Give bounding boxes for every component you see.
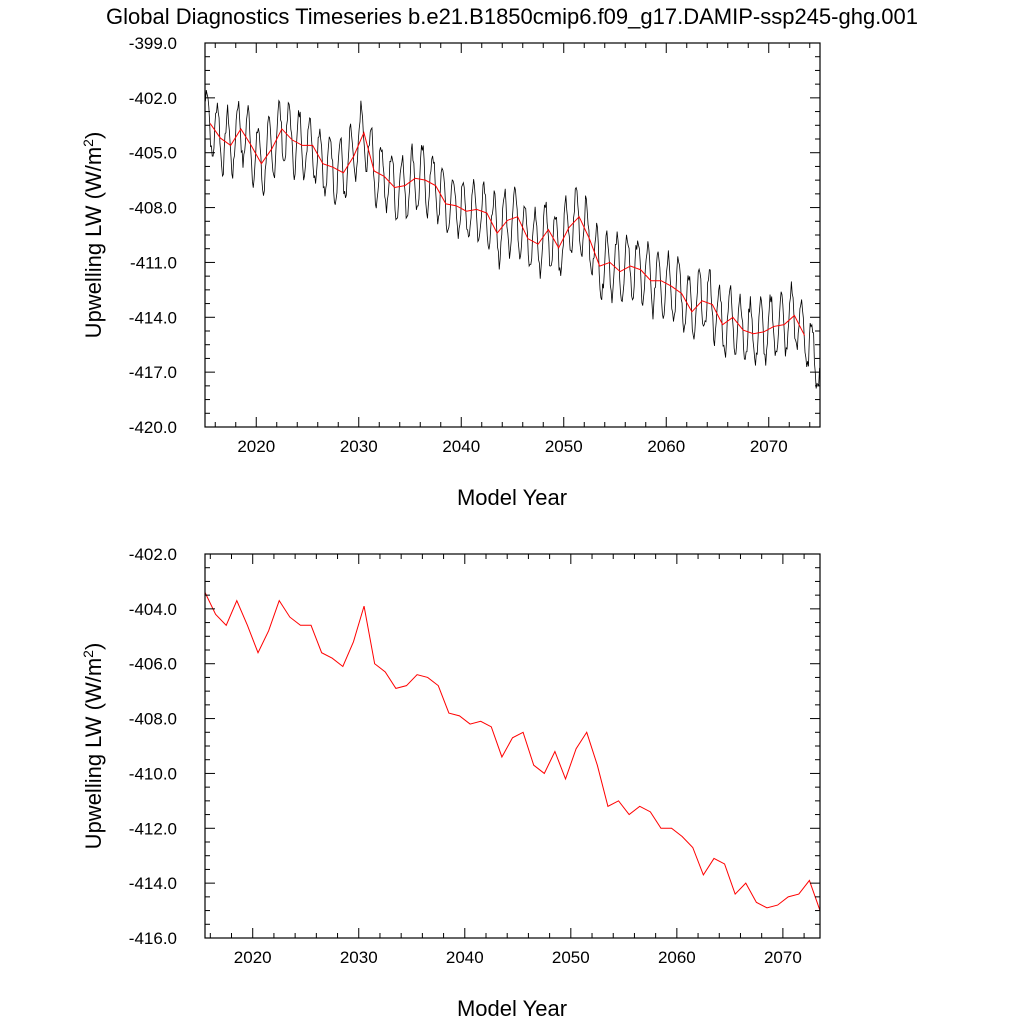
top-panel-marks [205,89,820,389]
top-x-tick-label: 2050 [545,437,583,456]
top-y-axis-title: Upwelling LW (W/m2) [80,132,106,339]
top-y-tick-label: -399.0 [129,34,177,53]
top-x-tick-label: 2070 [750,437,788,456]
top-panel-ticks: 2020 2030 2040 2050 2060 2070 -420.0 -417.0 -414… [129,34,820,456]
top-y-tick-label: -411.0 [130,253,177,272]
bottom-y-axis-title-end: ) [81,643,106,650]
bottom-x-axis-title: Model Year [457,996,567,1021]
bottom-y-tick-label: -402.0 [129,545,177,564]
top-x-tick-label: 2040 [442,437,480,456]
bottom-x-tick-label: 2070 [764,948,802,967]
bottom-panel: 2020 2030 2040 2050 2060 2070 -416.0 -414.0 -412… [80,545,821,1021]
bottom-x-tick-label: 2040 [446,948,484,967]
bottom-y-tick-label: -416.0 [129,929,177,948]
top-y-axis-title-end: ) [81,132,106,139]
bottom-annual-series-line [204,592,821,911]
monthly-series-line [205,89,820,389]
bottom-y-tick-label: -412.0 [129,819,177,838]
bottom-y-axis-title-main: Upwelling LW (W/m [81,658,106,850]
bottom-x-tick-label: 2050 [552,948,590,967]
top-plot-frame [204,42,821,428]
top-y-axis-title-main: Upwelling LW (W/m [81,147,106,339]
bottom-y-tick-label: -406.0 [129,655,177,674]
top-y-tick-label: -402.0 [129,89,177,108]
chart-title: Global Diagnostics Timeseries b.e21.B185… [106,4,918,29]
bottom-plot-frame [204,553,821,939]
top-y-tick-label: -408.0 [129,199,177,218]
top-y-tick-label: -414.0 [129,308,177,327]
top-x-axis-title: Model Year [457,485,567,510]
top-y-tick-label: -417.0 [129,363,177,382]
top-x-tick-label: 2060 [647,437,685,456]
top-x-tick-label: 2020 [237,437,275,456]
bottom-y-tick-label: -414.0 [129,874,177,893]
bottom-y-axis-title: Upwelling LW (W/m2) [80,643,106,850]
bottom-panel-marks [204,592,821,911]
bottom-x-tick-label: 2060 [658,948,696,967]
top-x-tick-label: 2030 [340,437,378,456]
top-annual-series-line [209,123,806,336]
bottom-x-tick-label: 2020 [234,948,272,967]
bottom-y-tick-label: -404.0 [129,600,177,619]
bottom-y-axis-title-sup: 2 [80,650,96,658]
top-panel: 2020 2030 2040 2050 2060 2070 -420.0 -417.0 -414… [80,34,821,510]
top-y-tick-label: -405.0 [129,144,177,163]
bottom-y-tick-label: -410.0 [129,764,177,783]
top-y-tick-label: -420.0 [129,418,177,437]
bottom-y-tick-label: -408.0 [129,710,177,729]
bottom-x-tick-label: 2030 [340,948,378,967]
bottom-panel-ticks: 2020 2030 2040 2050 2060 2070 -416.0 -414.0 -412… [129,545,820,967]
top-y-axis-title-sup: 2 [80,139,96,147]
